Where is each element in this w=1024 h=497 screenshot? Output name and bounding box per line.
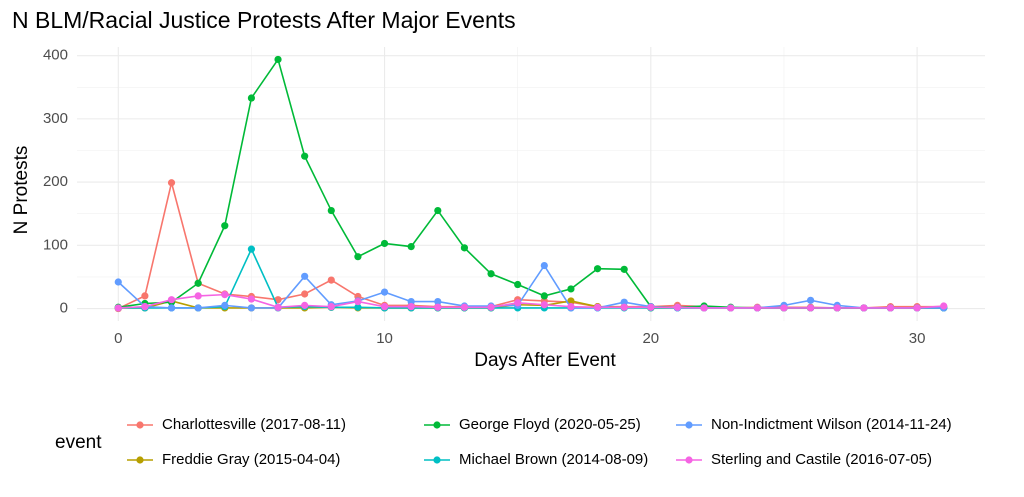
y-tick-label: 100 <box>43 236 68 253</box>
data-point <box>567 285 575 293</box>
data-point <box>407 297 415 306</box>
data-point <box>620 265 628 273</box>
y-tick-label: 0 <box>60 300 68 317</box>
data-point <box>221 291 229 299</box>
data-point <box>780 304 788 312</box>
data-point <box>540 292 548 300</box>
data-point <box>327 303 335 311</box>
data-point <box>593 303 602 311</box>
data-point <box>167 304 176 312</box>
data-point <box>221 222 229 230</box>
data-point <box>327 206 335 215</box>
data-point <box>301 301 309 309</box>
data-point <box>194 292 202 300</box>
data-point <box>540 261 548 270</box>
data-point <box>141 292 149 300</box>
legend-label: Charlottesville (2017-08-11) <box>162 416 346 433</box>
series-line <box>118 247 944 309</box>
data-point <box>647 303 655 311</box>
series-line <box>117 264 944 309</box>
y-axis-title: N Protests <box>11 146 32 235</box>
data-point <box>434 206 442 215</box>
legend-label: Non-Indictment Wilson (2014-11-24) <box>711 416 952 433</box>
data-point <box>141 303 149 311</box>
data-point <box>434 297 442 306</box>
data-point <box>354 297 362 306</box>
legend-label: Freddie Gray (2015-04-04) <box>162 451 340 468</box>
x-tick-label: 30 <box>909 330 926 347</box>
data-point <box>194 304 202 312</box>
data-point <box>487 270 495 278</box>
series-line <box>118 293 944 309</box>
legend-label: George Floyd (2020-05-25) <box>459 416 641 433</box>
data-point <box>167 296 176 304</box>
data-point <box>913 304 921 312</box>
data-point <box>806 304 815 312</box>
data-point <box>514 280 522 289</box>
data-point <box>114 278 122 286</box>
data-point <box>886 304 895 312</box>
data-point <box>487 303 495 311</box>
legend-marker <box>433 456 441 464</box>
y-tick-label: 400 <box>43 47 68 64</box>
data-point <box>354 253 362 261</box>
data-point <box>567 297 575 305</box>
y-tick-label: 300 <box>43 110 68 127</box>
x-tick-label: 0 <box>114 330 122 347</box>
data-point <box>301 152 309 160</box>
data-point <box>940 302 948 310</box>
legend-marker <box>685 421 693 429</box>
data-point <box>247 94 256 102</box>
data-point <box>460 244 469 252</box>
data-point <box>700 304 708 312</box>
legend-label: Sterling and Castile (2016-07-05) <box>711 451 932 468</box>
data-point <box>514 299 522 307</box>
data-point <box>407 303 415 311</box>
legend-marker <box>136 421 144 429</box>
data-point <box>274 55 282 64</box>
data-point <box>380 239 389 248</box>
data-point <box>860 304 868 312</box>
x-axis-title: Days After Event <box>474 350 616 371</box>
data-point <box>327 276 335 284</box>
legend-marker <box>685 456 693 464</box>
chart-title: N BLM/Racial Justice Protests After Majo… <box>12 7 516 33</box>
legend-marker <box>433 421 441 429</box>
data-point <box>673 303 682 311</box>
data-point <box>354 303 362 311</box>
data-point <box>380 288 389 296</box>
data-point <box>434 303 442 311</box>
data-point <box>460 303 469 311</box>
data-point <box>407 242 415 251</box>
data-point <box>194 279 202 287</box>
data-point <box>274 303 282 311</box>
legend-marker <box>136 456 144 464</box>
data-point <box>593 265 602 273</box>
data-point <box>247 304 256 312</box>
grid <box>77 47 985 321</box>
data-point <box>727 304 735 312</box>
x-tick-label: 10 <box>376 330 393 347</box>
data-point <box>620 303 628 311</box>
data-point <box>301 290 309 298</box>
y-tick-label: 200 <box>43 173 68 190</box>
data-point <box>247 295 256 303</box>
data-point <box>620 298 628 306</box>
data-point <box>806 296 815 304</box>
legend-title: event <box>55 432 102 453</box>
legend-label: Michael Brown (2014-08-09) <box>459 451 648 468</box>
data-point <box>247 245 256 253</box>
data-point <box>301 272 309 280</box>
data-point <box>221 301 229 309</box>
x-tick-label: 20 <box>642 330 659 347</box>
data-point <box>540 301 548 309</box>
data-point <box>567 303 575 311</box>
data-point <box>114 304 122 312</box>
data-point <box>167 179 176 187</box>
data-point <box>833 304 841 312</box>
data-point <box>380 303 389 311</box>
data-point <box>753 304 761 312</box>
